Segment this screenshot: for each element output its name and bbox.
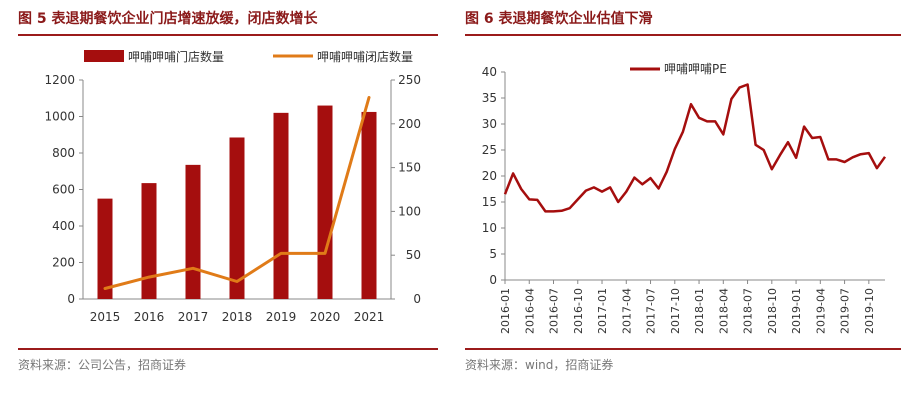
pe-x-tick-label: 2018-07 [742,288,755,334]
right-footer-rule [465,348,901,350]
left-footer-rule [18,348,438,350]
x-tick-label: 2016 [134,310,165,324]
x-tick-label: 2019 [266,310,297,324]
legend-swatch-store-count [84,50,124,62]
left-chart-title: 图 5 表退期餐饮企业门店增速放缓，闭店数增长 [18,11,318,27]
right-y-tick-label: 0 [413,292,421,306]
bar-store-count [141,183,157,299]
pe-x-tick-label: 2019-01 [790,288,803,334]
pe-y-tick-label: 20 [482,169,497,183]
legend-label-pe: 呷哺呷哺PE [664,62,727,76]
bar-store-count [361,111,377,299]
pe-y-tick-label: 35 [482,91,497,105]
x-tick-label: 2015 [90,310,121,324]
pe-x-tick-label: 2016-04 [523,288,536,334]
right-y-tick-label: 150 [398,161,421,175]
bar-store-count [97,198,113,299]
pe-x-tick-label: 2016-01 [499,288,512,334]
left-source-note: 资料来源：公司公告，招商证券 [18,358,187,372]
legend-label-closed-count: 呷哺呷哺闭店数量 [317,49,413,64]
right-chart: 0 5 10 15 20 25 30 35 40 2016-01 2016-04 2016-07 201… [482,62,887,334]
right-title-rule [465,34,901,36]
bar-store-count [229,137,245,299]
pe-y-tick-label: 10 [482,221,497,235]
legend-label-store-count: 呷哺呷哺门店数量 [128,49,224,64]
x-tick-label: 2020 [310,310,341,324]
left-y-tick-label: 200 [52,256,75,270]
right-chart-title: 图 6 表退期餐饮企业估值下滑 [465,11,653,27]
left-y-tick-label: 400 [52,219,75,233]
left-title-rule [18,34,438,36]
pe-x-tick-label: 2019-04 [814,288,827,334]
x-tick-label: 2017 [178,310,209,324]
bar-store-count [317,105,333,299]
right-y-tick-label: 200 [398,117,421,131]
left-y-tick-label: 1000 [44,110,75,124]
pe-y-tick-label: 25 [482,143,497,157]
pe-y-tick-label: 5 [489,247,497,261]
pe-x-tick-label: 2016-10 [572,288,585,334]
left-chart: 呷哺呷哺门店数量 呷哺呷哺闭店数量 0 200 400 600 800 1000 1200 0 50… [44,49,421,324]
left-y-tick-label: 0 [67,292,75,306]
pe-x-tick-label: 2019-10 [863,288,876,334]
bar-store-count [273,112,289,299]
pe-x-tick-label: 2018-04 [717,288,730,334]
pe-y-tick-label: 15 [482,195,497,209]
left-y-tick-label: 1200 [44,73,75,87]
x-tick-label: 2021 [354,310,385,324]
right-source-note: 资料来源：wind，招商证券 [465,358,614,372]
left-y-tick-label: 800 [52,146,75,160]
pe-x-tick-label: 2017-07 [645,288,658,334]
pe-x-tick-label: 2016-07 [548,288,561,334]
right-y-tick-label: 50 [406,248,421,262]
pe-x-tick-label: 2019-07 [839,288,852,334]
bar-store-count [185,164,201,299]
pe-x-tick-label: 2018-01 [693,288,706,334]
line-pe [503,83,887,213]
pe-x-tick-label: 2017-10 [669,288,682,334]
x-tick-label: 2018 [222,310,253,324]
pe-y-tick-label: 0 [489,273,497,287]
left-y-tick-label: 600 [52,183,75,197]
pe-x-tick-label: 2017-01 [596,288,609,334]
pe-y-tick-label: 40 [482,65,497,79]
pe-y-tick-label: 30 [482,117,497,131]
pe-x-tick-label: 2017-04 [620,288,633,334]
right-y-tick-label: 250 [398,73,421,87]
right-y-tick-label: 100 [398,204,421,218]
pe-x-tick-label: 2018-10 [766,288,779,334]
